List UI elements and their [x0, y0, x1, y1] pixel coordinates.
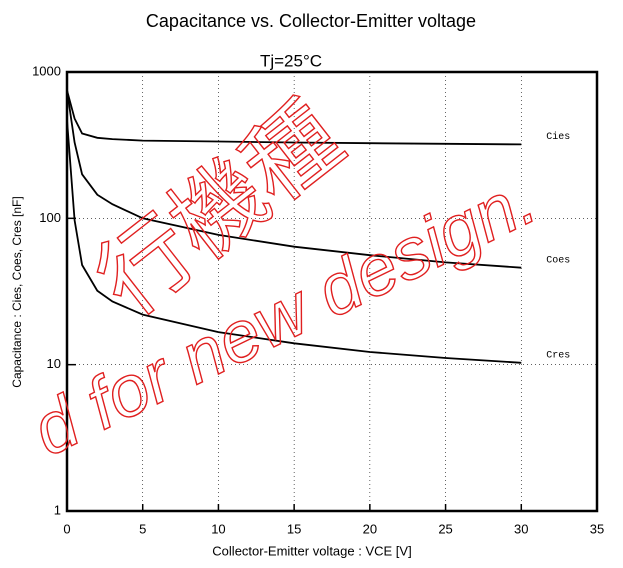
- y-axis-label: Capacitance : Cies, Coes, Cres [nF]: [10, 196, 24, 387]
- x-tick-label: 15: [287, 521, 301, 536]
- series-line: [66, 90, 522, 269]
- y-tick-label: 100: [39, 210, 61, 225]
- x-tick-label: 0: [63, 521, 70, 536]
- x-tick-label: 5: [139, 521, 146, 536]
- series-label: Coes: [546, 255, 570, 266]
- plot-frame: [65, 70, 599, 513]
- series-line: [66, 119, 522, 364]
- x-axis-label: Collector-Emitter voltage : VCE [V]: [212, 543, 411, 558]
- y-tick-label: 1000: [32, 63, 61, 78]
- x-tick-label: 30: [514, 521, 528, 536]
- series-label: Cres: [546, 350, 570, 361]
- x-tick-label: 35: [590, 521, 604, 536]
- chart-subtitle: Tj=25°C: [260, 51, 322, 70]
- series-label: Cies: [546, 131, 570, 143]
- series-line: [66, 90, 522, 146]
- x-tick-label: 25: [438, 521, 452, 536]
- y-tick-label: 10: [47, 356, 61, 371]
- y-tick-label: 1: [54, 502, 61, 517]
- x-tick-label: 10: [211, 521, 225, 536]
- chart-title: Capacitance vs. Collector-Emitter voltag…: [146, 11, 476, 31]
- x-tick-label: 20: [363, 521, 377, 536]
